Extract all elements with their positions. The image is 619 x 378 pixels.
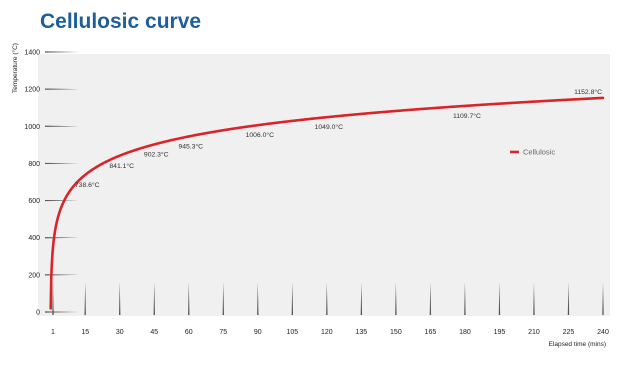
x-tick-mark: [257, 282, 259, 315]
legend: Cellulosic: [510, 148, 555, 157]
y-axis-label: Temperature (°C): [11, 43, 19, 93]
x-tick-label: 225: [563, 329, 575, 336]
x-tick-label: 90: [254, 329, 262, 336]
y-tick-label: 1400: [24, 50, 40, 57]
x-tick-label: 195: [494, 329, 506, 336]
x-tick-label: 30: [116, 329, 124, 336]
x-axis-label: Elapsed time (mins): [549, 341, 606, 348]
x-tick-label: 180: [459, 329, 471, 336]
x-tick-label: 135: [356, 329, 368, 336]
x-tick-mark: [326, 282, 328, 315]
y-tick-label: 400: [28, 235, 40, 242]
y-tick-mark: [45, 311, 79, 313]
x-ticks: 1 15 30 45 60 75 90 105 120 135 150 165 180 195 210 225…: [51, 282, 609, 336]
x-tick-label: 105: [286, 329, 298, 336]
x-tick-mark: [222, 282, 224, 315]
x-tick-mark: [464, 282, 466, 315]
y-tick-label: 600: [28, 198, 40, 205]
data-label: 1006.0°C: [246, 131, 275, 139]
x-tick-label: 120: [321, 329, 333, 336]
data-label: 1109.7°C: [453, 112, 481, 120]
y-tick-label: 200: [28, 272, 40, 279]
y-tick-label: 1200: [24, 87, 40, 94]
data-label: 902.3°C: [144, 150, 169, 158]
plot-area: [38, 54, 610, 316]
x-tick-mark: [360, 282, 363, 315]
x-tick-label: 1: [51, 329, 55, 336]
x-tick-label: 15: [81, 329, 89, 336]
data-label: 945.3°C: [178, 142, 203, 150]
x-tick-mark: [291, 282, 294, 315]
data-label: 841.1°C: [109, 162, 134, 170]
x-tick-mark: [533, 282, 535, 315]
data-label: 738.6°C: [75, 181, 100, 189]
data-label: 1049.0°C: [315, 123, 344, 131]
x-tick-mark: [567, 282, 570, 315]
x-tick-label: 165: [425, 329, 437, 336]
x-tick-label: 150: [390, 329, 402, 336]
y-tick-mark: [45, 199, 79, 202]
y-ticks: 0 200 400 600 800 1000 1200 1400: [24, 50, 79, 317]
x-tick-mark: [429, 282, 432, 315]
y-tick-label: 1000: [24, 124, 40, 131]
x-tick-mark: [52, 282, 54, 315]
x-tick-label: 45: [150, 329, 158, 336]
x-tick-label: 240: [597, 329, 609, 336]
y-tick-label: 800: [28, 161, 40, 168]
legend-label-cellulosic: Cellulosic: [523, 148, 555, 157]
series-line-cellulosic: [49, 96, 605, 310]
x-tick-mark: [395, 282, 397, 315]
x-tick-mark: [498, 282, 501, 315]
chart-title: Cellulosic curve: [40, 10, 202, 33]
x-tick-mark: [153, 282, 155, 315]
data-label: 1152.8°C: [574, 88, 602, 96]
x-tick-label: 210: [528, 329, 540, 336]
x-tick-mark: [602, 282, 604, 315]
y-tick-mark: [45, 125, 79, 127]
data-labels: 738.6°C 841.1°C 902.3°C 945.3°C 1006.0°C 1049…: [75, 88, 602, 189]
x-tick-mark: [84, 282, 86, 315]
x-tick-label: 60: [185, 329, 193, 336]
y-tick-mark: [45, 88, 79, 90]
x-tick-mark: [188, 282, 190, 315]
y-tick-mark: [45, 51, 79, 53]
y-tick-mark: [45, 162, 79, 165]
y-tick-mark: [45, 274, 79, 276]
y-tick-label: 0: [36, 310, 40, 317]
x-tick-label: 75: [219, 329, 227, 336]
x-tick-mark: [119, 282, 121, 315]
